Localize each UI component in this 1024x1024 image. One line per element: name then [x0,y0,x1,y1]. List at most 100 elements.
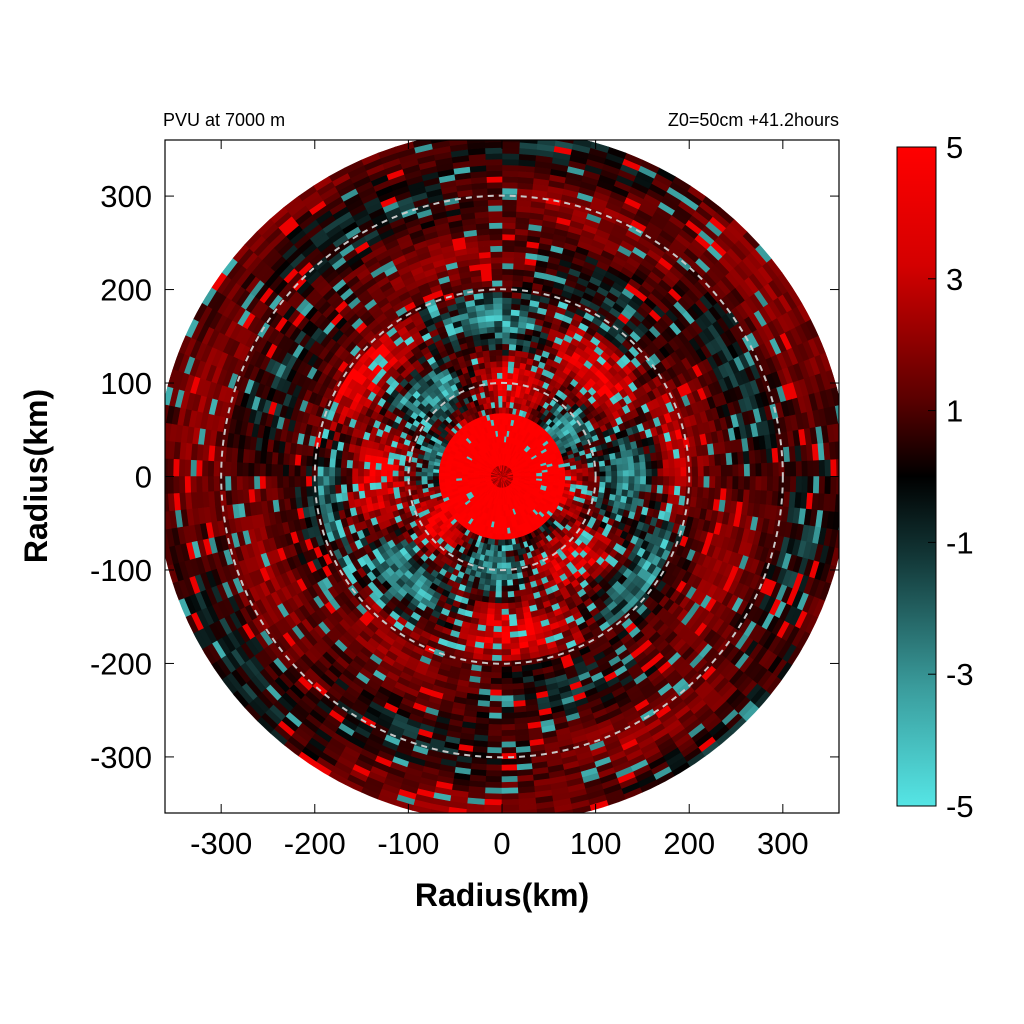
heatmap-cell [397,481,405,488]
heatmap-cell [501,706,515,714]
heatmap-cell [504,406,510,414]
heatmap-cell [357,476,364,485]
heatmap-cell [322,476,330,487]
heatmap-cell [507,476,514,478]
heatmap-cell [656,484,664,494]
heatmap-cell [409,471,416,477]
heatmap-cell [501,626,511,633]
heatmap-cell [351,483,359,493]
heatmap-cell [622,476,630,484]
heatmap-cell [490,372,498,380]
heatmap-cell [507,585,515,593]
heatmap-cell [680,466,688,477]
heatmap-cell [299,465,307,477]
heatmap-cell [461,474,468,477]
heatmap-cell [374,476,382,484]
heatmap-cell [501,435,505,443]
heatmap-cell [518,476,526,479]
heatmap-cell [493,631,503,639]
heatmap-cell [491,672,503,679]
heatmap-cell [588,476,595,482]
heatmap-cell [506,573,514,581]
heatmap-cell [328,467,336,477]
heatmap-cell [506,383,513,391]
heatmap-cell [512,268,525,276]
heatmap-cell [501,274,513,281]
heatmap-cell [495,579,503,587]
heatmap-cell [397,470,405,477]
heatmap-cell [488,233,503,241]
heatmap-cell [492,302,503,310]
chart-subtitle-left: PVU at 7000 m [163,110,285,130]
heatmap-cell [508,613,518,621]
heatmap-cell [492,643,503,651]
heatmap-cell [501,429,505,437]
heatmap-cell [663,476,670,486]
heatmap-cell [501,406,506,414]
heatmap-cell [576,476,584,482]
heatmap-cell [479,268,492,276]
heatmap-cell [497,545,503,552]
heatmap-cell [651,467,659,477]
heatmap-cell [495,591,503,599]
heatmap-cell [288,476,295,489]
heatmap-cell [294,454,302,467]
heatmap-cell [498,539,503,547]
heatmap-cell [604,481,612,489]
heatmap-cell [316,466,324,477]
heatmap-cell [487,608,496,616]
heatmap-cell [493,326,503,333]
heatmap-cell [498,528,503,535]
heatmap-cell [640,468,647,477]
heatmap-cell [610,464,618,472]
heatmap-cell [492,556,499,564]
heatmap-cell [640,476,647,485]
heatmap-cell [599,481,607,488]
heatmap-cell [351,468,359,477]
heatmap-cell [680,476,688,487]
heatmap-cell [536,476,543,479]
heatmap-cell [363,476,370,485]
heatmap-cell [651,476,659,486]
heatmap-cell [490,262,503,270]
heatmap-cell [496,562,503,570]
heatmap-cell [487,602,496,610]
heatmap-cell [510,642,521,650]
heatmap-cell [622,482,630,491]
heatmap-cell [334,484,342,495]
heatmap-cell [501,608,510,616]
heatmap-cell [501,677,514,685]
heatmap-cell [489,251,503,258]
heatmap-cell [489,585,497,593]
heatmap-field [165,140,839,813]
heatmap-cell [709,464,716,477]
heatmap-cell [501,383,508,391]
heatmap-cell [501,291,513,299]
heatmap-cell [720,464,728,477]
heatmap-cell [501,602,510,610]
heatmap-cell [489,700,503,708]
heatmap-cell [322,485,331,496]
heatmap-cell [507,596,516,604]
heatmap-cell [392,458,400,466]
heatmap-cell [487,337,496,345]
heatmap-cell [501,631,511,639]
heatmap-cell [490,366,497,374]
heatmap-cell [714,464,722,477]
heatmap-cell [627,462,635,471]
heatmap-cell [415,467,422,473]
heatmap-cell [322,466,330,477]
heatmap-cell [380,476,388,484]
heatmap-cell [616,476,624,484]
heatmap-cell [513,361,521,369]
heatmap-cell [485,320,495,328]
heatmap-cell [505,401,511,408]
heatmap-cell [559,476,566,481]
heatmap-cell [510,297,522,305]
heatmap-cell [264,476,272,490]
heatmap-cell [509,314,520,322]
heatmap-cell [645,460,653,470]
heatmap-cell [497,551,503,558]
heatmap-cell [386,458,395,466]
heatmap-cell [662,458,670,469]
